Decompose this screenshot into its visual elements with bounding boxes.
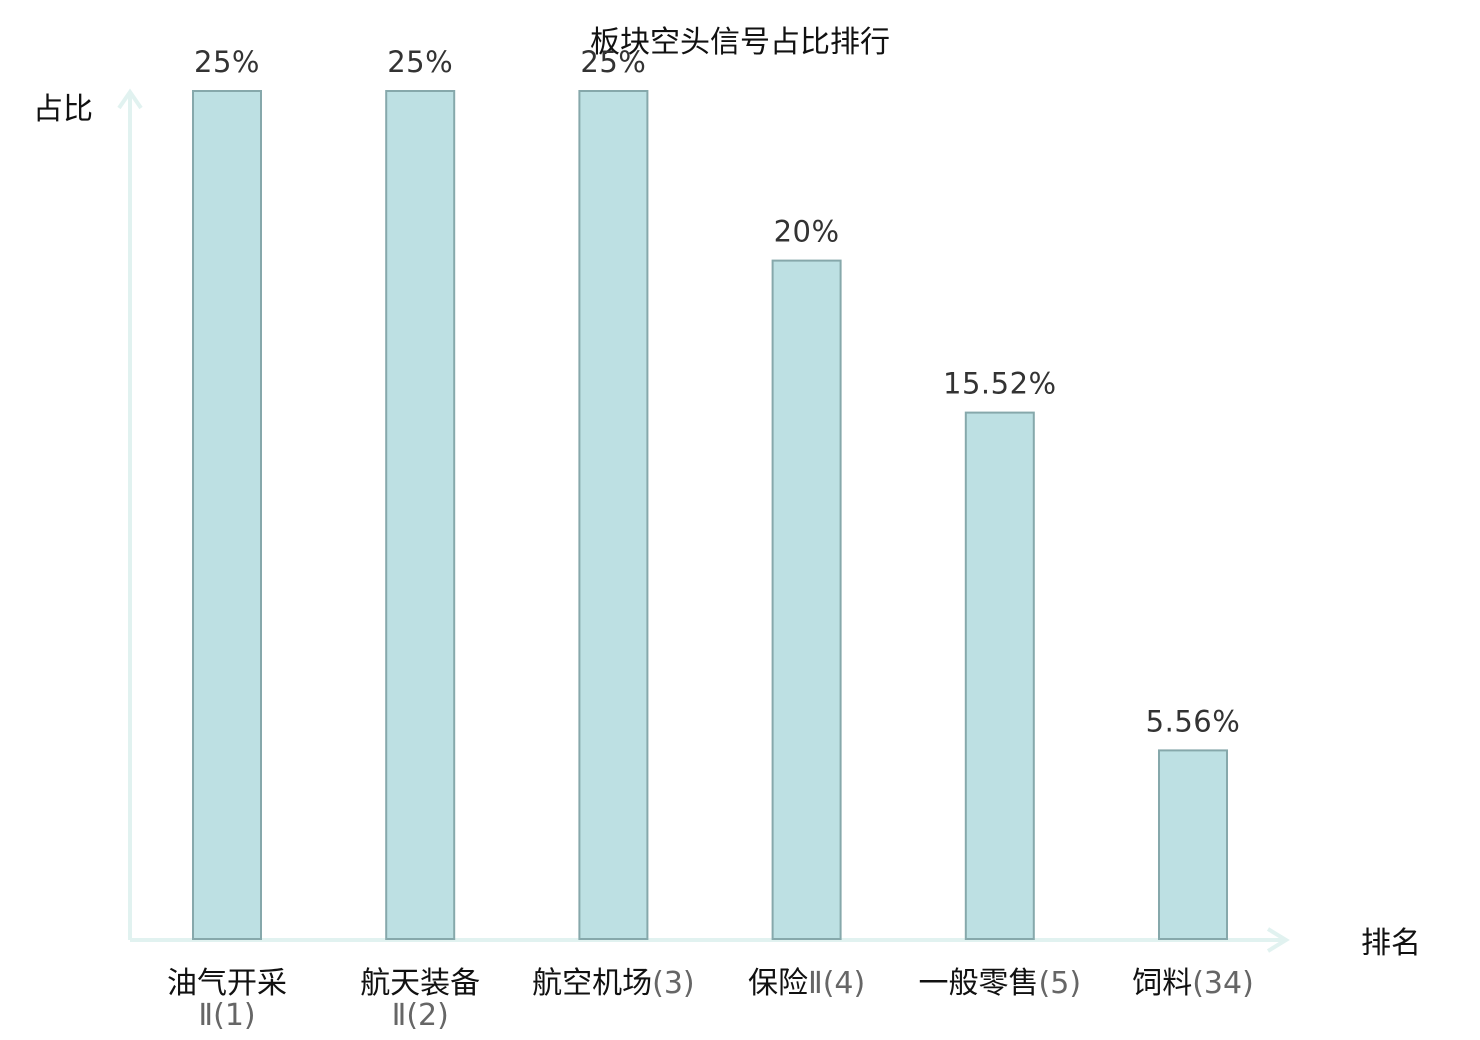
y-axis-arrow [117,88,143,110]
x-tick-label: 饲料(34) [1132,966,1254,1001]
x-tick-label: 一般零售(5) [919,966,1082,1001]
y-axis-label: 占比 [33,92,93,127]
value-labels-group: 25% 25% 25% 20% 15.52% 5.56% [194,45,1240,738]
chart-axes [117,88,1290,953]
chart-title: 板块空头信号占比排行 [590,25,890,60]
bars-group [192,90,1228,941]
x-tick-label: 航天装备 Ⅱ(2) [360,966,480,1033]
data-label: 25% [580,45,646,79]
data-label: 5.56% [1146,704,1241,738]
bar [771,259,842,941]
bar [964,411,1035,941]
data-label: 15.52% [943,367,1057,401]
data-label: 20% [774,215,840,249]
bar [385,90,456,940]
x-tick-label: 油气开采 Ⅱ(1) [167,966,287,1033]
data-label: 25% [387,45,453,79]
x-axis-arrow [1266,927,1290,953]
x-tick-label: 航空机场(3) [532,966,695,1001]
x-axis-label: 排名 [1361,926,1421,961]
bar [1158,749,1228,941]
category-labels-group: 油气开采 Ⅱ(1) 航天装备 Ⅱ(2) 航空机场(3) 保险Ⅱ(4) 一般零售(5) 饲料(3… [167,966,1254,1033]
data-label: 25% [194,45,260,79]
bar [578,90,649,940]
bar [192,90,262,940]
x-tick-label: 保险Ⅱ(4) [748,966,865,1001]
